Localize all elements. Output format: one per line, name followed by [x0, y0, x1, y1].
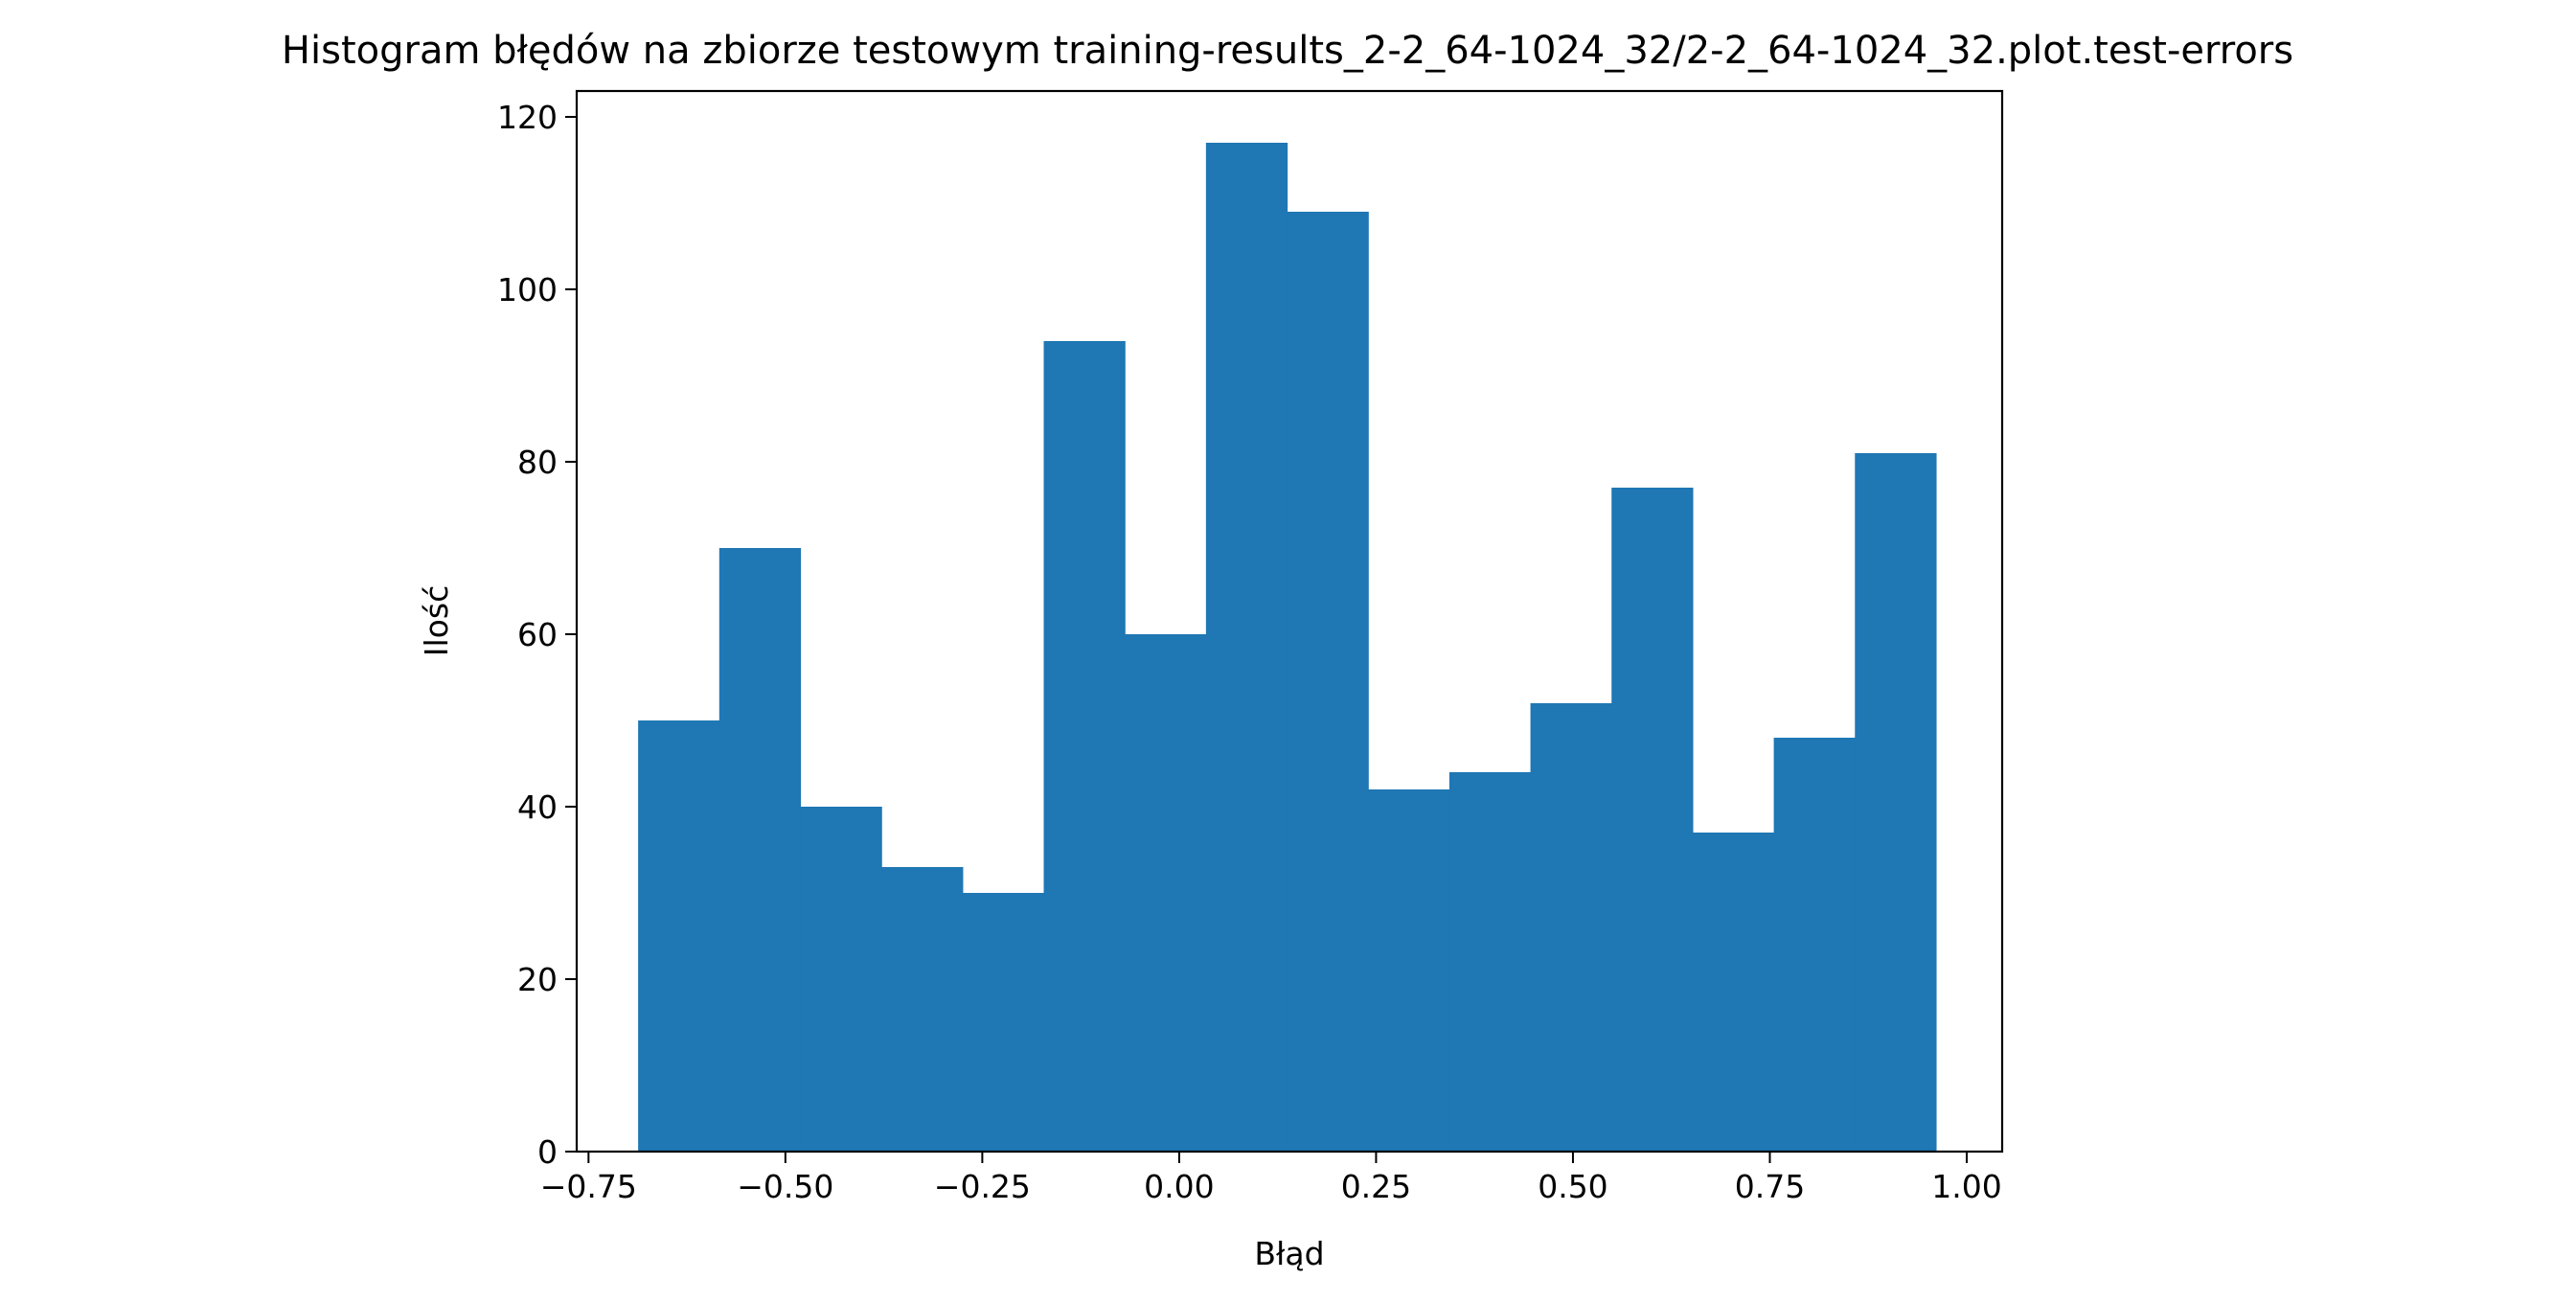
- histogram-bar-15: [1855, 453, 1937, 1152]
- histogram-bar-3: [881, 867, 964, 1152]
- y-tick-label-3: 60: [517, 616, 558, 653]
- y-axis-ticks: 0 20 40 60 80 100 120: [497, 99, 577, 1171]
- histogram-bar-4: [962, 893, 1045, 1152]
- histogram-bar-9: [1368, 789, 1450, 1152]
- y-axis-label: Ilość: [418, 585, 455, 656]
- histogram-bar-7: [1205, 143, 1288, 1152]
- histogram-bar-5: [1043, 341, 1126, 1152]
- x-tick-label-1: −0.50: [737, 1168, 833, 1205]
- y-tick-label-6: 120: [497, 99, 558, 136]
- x-tick-label-4: 0.25: [1341, 1168, 1411, 1205]
- histogram-bar-14: [1773, 738, 1856, 1152]
- x-tick-label-6: 0.75: [1735, 1168, 1805, 1205]
- y-tick-label-1: 20: [517, 961, 558, 998]
- x-tick-label-7: 1.00: [1931, 1168, 2001, 1205]
- histogram-bar-0: [638, 720, 720, 1152]
- histogram-bar-8: [1287, 212, 1369, 1152]
- histogram-bar-11: [1530, 703, 1612, 1152]
- y-tick-label-5: 100: [497, 271, 558, 308]
- histogram-bar-12: [1611, 488, 1694, 1152]
- histogram-bar-6: [1125, 634, 1207, 1152]
- plot-frame: [575, 89, 2004, 1154]
- histogram-bars: [638, 143, 1937, 1152]
- x-axis-label: Błąd: [1254, 1235, 1324, 1272]
- x-tick-label-2: −0.25: [934, 1168, 1031, 1205]
- histogram-bar-1: [718, 548, 802, 1152]
- histogram-bar-2: [800, 807, 882, 1152]
- x-tick-label-5: 0.50: [1538, 1168, 1607, 1205]
- x-axis-ticks: −0.75 −0.50 −0.25 0.00 0.25 0.50 0.75 1.00: [540, 1152, 2002, 1205]
- chart-title: Histogram błędów na zbiorze testowym tra…: [282, 29, 2293, 73]
- y-tick-label-0: 0: [537, 1133, 558, 1171]
- histogram-bar-13: [1692, 833, 1775, 1152]
- y-tick-label-4: 80: [517, 444, 558, 481]
- y-tick-label-2: 40: [517, 788, 558, 826]
- x-tick-label-0: −0.75: [540, 1168, 637, 1205]
- histogram-bar-10: [1448, 772, 1532, 1152]
- x-tick-label-3: 0.00: [1144, 1168, 1214, 1205]
